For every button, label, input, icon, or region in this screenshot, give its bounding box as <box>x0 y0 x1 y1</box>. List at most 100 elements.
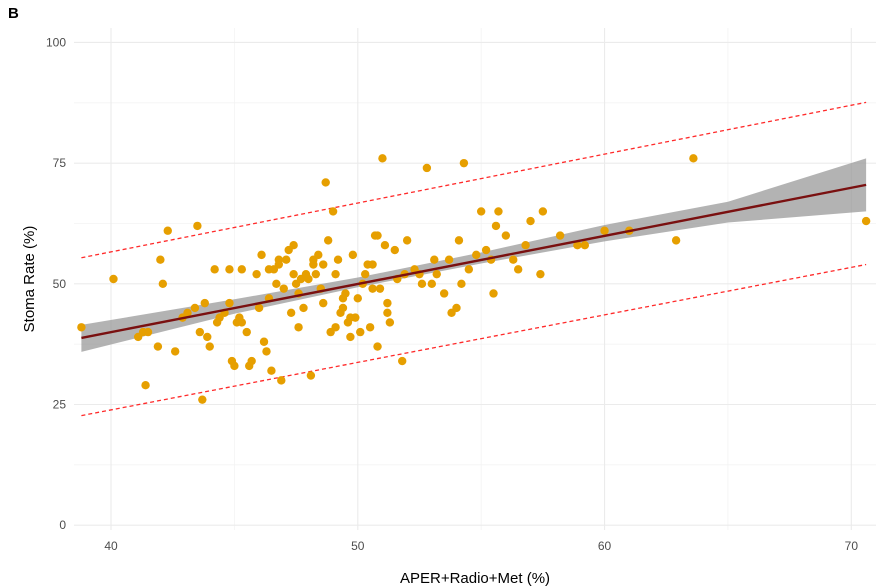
regression-line <box>81 183 867 340</box>
data-point <box>294 323 303 332</box>
data-point <box>494 207 503 216</box>
data-point <box>306 371 316 380</box>
x-tick-label: 70 <box>845 539 859 553</box>
data-point <box>299 303 308 313</box>
data-point <box>141 380 150 390</box>
data-point <box>368 284 377 293</box>
data-point <box>555 231 565 240</box>
data-point <box>163 226 172 235</box>
data-point <box>109 274 118 284</box>
y-axis-title: Stoma Rate (%) <box>21 226 38 333</box>
data-point <box>193 221 202 231</box>
data-point <box>489 289 498 298</box>
data-point <box>262 347 271 356</box>
data-point <box>363 260 372 269</box>
data-point <box>210 265 219 274</box>
data-point <box>491 221 501 231</box>
data-point <box>509 255 518 264</box>
data-point <box>430 255 439 264</box>
data-point <box>365 323 375 332</box>
grid <box>74 28 876 530</box>
x-axis-title: APER+Radio+Met (%) <box>400 570 550 587</box>
data-point <box>158 279 168 289</box>
data-point <box>286 308 296 317</box>
data-point <box>671 236 681 245</box>
data-point <box>225 298 234 308</box>
y-tick-label: 50 <box>53 277 67 291</box>
data-point <box>573 241 582 250</box>
data-point <box>195 327 205 337</box>
data-point <box>390 245 399 255</box>
data-point <box>402 236 412 245</box>
data-point <box>289 241 298 250</box>
data-point <box>385 318 395 327</box>
data-point <box>444 255 454 264</box>
data-point <box>331 269 340 279</box>
data-point <box>373 342 382 351</box>
x-tick-label: 40 <box>104 539 118 553</box>
data-point <box>190 303 200 313</box>
data-point <box>521 241 530 250</box>
y-tick-label: 0 <box>59 518 66 532</box>
data-point <box>380 241 390 250</box>
regression-line-layer <box>81 183 867 340</box>
data-point <box>319 298 328 308</box>
data-point <box>143 327 153 337</box>
data-point <box>304 274 313 284</box>
data-point <box>156 255 165 264</box>
data-point <box>348 250 358 260</box>
panel-label: B <box>8 5 19 22</box>
data-point <box>314 250 323 260</box>
data-point <box>353 294 362 303</box>
prediction-interval-upper <box>81 101 867 259</box>
data-point <box>252 269 261 279</box>
data-point <box>346 332 355 342</box>
data-point <box>282 255 291 264</box>
data-point <box>373 231 382 240</box>
data-point <box>237 318 247 327</box>
data-point <box>338 294 348 303</box>
data-point <box>536 269 545 279</box>
prediction-interval-lower <box>81 263 867 417</box>
data-point <box>254 303 264 313</box>
data-point <box>501 231 511 240</box>
data-point <box>439 289 449 298</box>
y-tick-label: 100 <box>46 35 66 49</box>
data-point <box>526 216 535 226</box>
data-point <box>257 250 266 260</box>
data-point <box>513 265 523 274</box>
data-point <box>153 342 163 351</box>
data-point <box>277 376 286 385</box>
data-point <box>689 154 698 163</box>
data-point <box>538 207 548 216</box>
data-point <box>432 269 441 279</box>
data-point <box>77 323 86 332</box>
data-point <box>378 154 387 163</box>
data-point <box>338 303 348 313</box>
data-point <box>289 269 298 279</box>
tick-labels: 40 50 60 70 0 25 50 75 100 <box>46 35 858 553</box>
data-point <box>383 298 392 308</box>
data-point <box>242 327 251 337</box>
data-point <box>375 284 385 293</box>
data-point <box>457 279 466 289</box>
data-point <box>383 308 392 317</box>
data-point <box>212 318 222 327</box>
data-point <box>481 245 491 255</box>
data-point <box>580 241 590 250</box>
data-point <box>360 269 370 279</box>
data-point <box>346 313 355 322</box>
data-point <box>417 279 427 289</box>
data-point <box>459 158 469 168</box>
data-point <box>333 255 343 264</box>
y-tick-label: 25 <box>53 398 67 412</box>
data-point <box>247 356 256 366</box>
data-point <box>476 207 486 216</box>
data-point <box>198 395 207 404</box>
data-point <box>422 163 432 173</box>
prediction-interval-layer <box>81 101 867 417</box>
data-point <box>237 265 247 274</box>
data-point <box>452 303 461 313</box>
data-point <box>205 342 214 351</box>
